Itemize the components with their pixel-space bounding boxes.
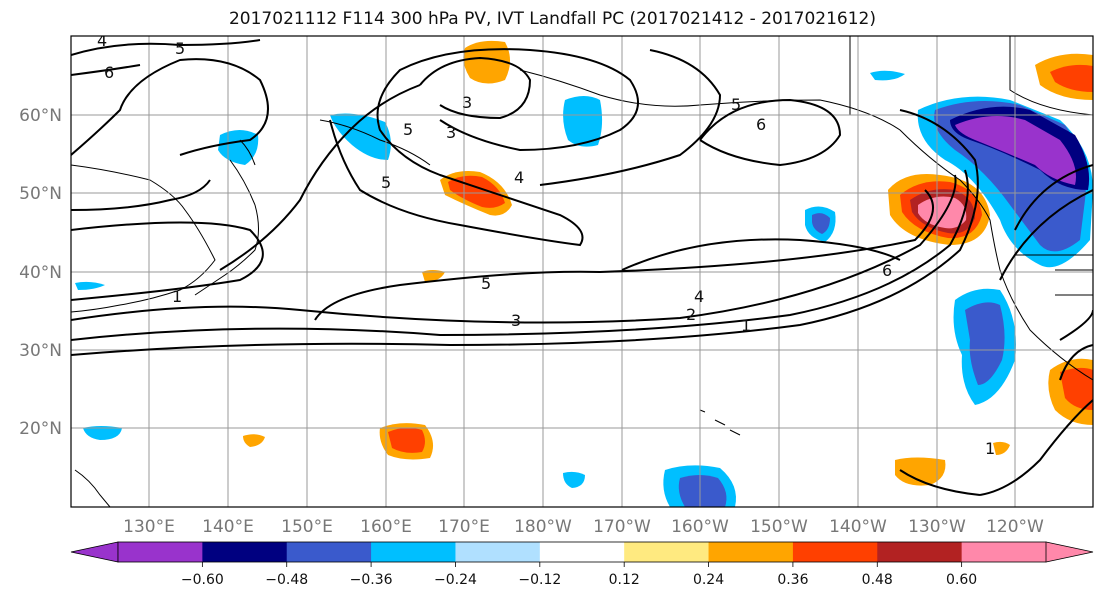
contour-label: 5 (731, 95, 741, 114)
map-frame (70, 35, 1094, 508)
contour-label: 6 (104, 63, 114, 82)
colorbar-segment (708, 542, 794, 562)
lat-label: 20°N (19, 419, 62, 439)
contour-label: 3 (511, 311, 521, 330)
contour-label: 5 (175, 39, 185, 58)
contour-label: 5 (481, 274, 491, 293)
colorbar-tick-label: −0.48 (265, 572, 308, 588)
lon-label: 160°W (671, 517, 729, 537)
colorbar-segment (624, 542, 710, 562)
colorbar-tick-label: 0.24 (693, 572, 724, 588)
lon-label: 150°E (281, 517, 333, 537)
lon-label: 160°E (360, 517, 412, 537)
contour-label: 3 (462, 93, 472, 112)
colorbar-segment (118, 542, 203, 562)
colorbar-segment (539, 542, 625, 562)
colorbar-tick-label: 0.48 (862, 572, 893, 588)
pv-contours (71, 39, 1093, 496)
colorbar-segment (961, 542, 1047, 562)
contour-label: 5 (381, 173, 391, 192)
map-area: 4 5 6 3 5 5 4 5 6 3 1 5 4 2 3 1 6 1 (71, 31, 1093, 507)
lon-label: 170°W (593, 517, 651, 537)
lon-label: 140°W (829, 517, 887, 537)
contour-label: 1 (741, 316, 751, 335)
lon-label: 150°W (750, 517, 808, 537)
lat-label: 50°N (19, 184, 62, 204)
contour-label: 3 (446, 123, 456, 142)
longitude-labels: 130°E 140°E 150°E 160°E 170°E 180°W 170°… (123, 517, 1044, 537)
colorbar-tick-label: 0.60 (946, 572, 977, 588)
contour-label: 1 (985, 439, 995, 458)
lat-label: 30°N (19, 341, 62, 361)
colorbar-segment (371, 542, 456, 562)
contour-label: 2 (686, 305, 696, 324)
contour-label: 6 (756, 115, 766, 134)
colorbar-segment (286, 542, 372, 562)
colorbar-tick-label: −0.60 (181, 572, 224, 588)
contour-label: 6 (882, 261, 892, 280)
contour-label: 4 (97, 31, 107, 50)
colorbar-tick-label: −0.24 (434, 572, 477, 588)
colorbar-extend-min (70, 541, 119, 563)
contour-label: 4 (514, 168, 524, 187)
colorbar: −0.60 −0.48 −0.36 −0.24 −0.12 0.12 0.24 0.36 0.4… (70, 541, 1094, 588)
colorbar-tick-label: 0.12 (609, 572, 640, 588)
colorbar-segment (877, 542, 963, 562)
colorbar-tick-label: −0.36 (350, 572, 393, 588)
colorbar-segment (792, 542, 878, 562)
colorbar-tick-label: −0.12 (518, 572, 561, 588)
contour-label: 1 (172, 287, 182, 306)
contour-labels: 4 5 6 3 5 5 4 5 6 3 1 5 4 2 3 1 6 1 (97, 31, 995, 458)
lon-label: 180°W (514, 517, 572, 537)
contour-label: 4 (694, 287, 704, 306)
lon-label: 130°E (123, 517, 175, 537)
latitude-labels: 60°N 50°N 40°N 30°N 20°N (19, 106, 62, 439)
lon-label: 130°W (908, 517, 966, 537)
colorbar-extend-max (1045, 541, 1094, 563)
colorbar-segment (202, 542, 288, 562)
colorbar-segment (455, 542, 541, 562)
ivt-anomaly-fills (75, 40, 1093, 507)
contour-label: 5 (403, 120, 413, 139)
lon-label: 120°W (986, 517, 1044, 537)
lon-label: 170°E (438, 517, 490, 537)
lat-label: 60°N (19, 106, 62, 126)
lat-label: 40°N (19, 263, 62, 283)
colorbar-frame (117, 541, 1047, 563)
gridlines (71, 36, 1093, 507)
lon-label: 140°E (202, 517, 254, 537)
plot-title: 2017021112 F114 300 hPa PV, IVT Landfall… (228, 9, 876, 29)
colorbar-tick-label: 0.36 (777, 572, 808, 588)
